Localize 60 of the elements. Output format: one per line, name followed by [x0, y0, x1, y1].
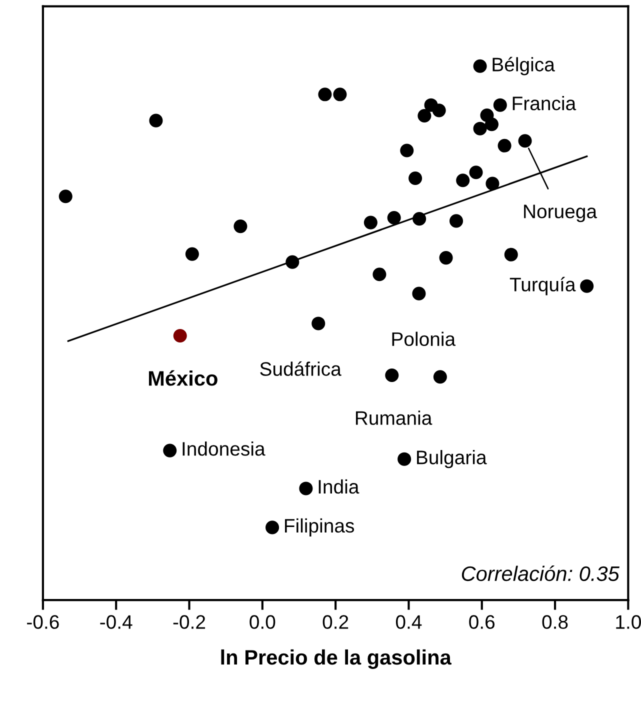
- annotation: Filipinas: [284, 518, 354, 536]
- point: [385, 368, 399, 382]
- point: [518, 134, 532, 148]
- annotation: Turquía: [510, 276, 576, 296]
- annotation: Indonesia: [182, 441, 266, 456]
- point: [473, 59, 487, 73]
- annotation: Polonia: [392, 332, 456, 346]
- point: [580, 279, 594, 293]
- point: [450, 214, 464, 228]
- point: [408, 171, 422, 186]
- point: [504, 248, 518, 262]
- x-tick-label: 1.0: [616, 615, 641, 629]
- point: [387, 210, 401, 225]
- point: [364, 216, 378, 230]
- point: [149, 114, 163, 128]
- annotation: Sudáfrica: [260, 361, 342, 376]
- point: [433, 370, 447, 384]
- point: [333, 88, 347, 102]
- point: [418, 109, 432, 123]
- annotation: Francia: [512, 96, 576, 110]
- x-tick-label: -0.6: [27, 615, 59, 629]
- point: [412, 212, 426, 226]
- point: [473, 122, 487, 136]
- point: [318, 88, 332, 102]
- x-tick-label: 0.0: [250, 615, 276, 629]
- annotation: México: [148, 370, 218, 386]
- point: [398, 452, 412, 466]
- point: [493, 98, 507, 112]
- x-tick-label: 0.2: [322, 615, 348, 629]
- point: [299, 482, 313, 496]
- x-tick-label: -0.4: [100, 615, 132, 629]
- point: [163, 444, 177, 458]
- x-tick-label: -0.2: [173, 615, 206, 629]
- x-tick-label: 0.6: [469, 615, 495, 629]
- annotation: Rumania: [356, 410, 432, 425]
- point: [484, 118, 499, 132]
- x-tick-label: 0.4: [396, 615, 422, 629]
- point: [439, 251, 453, 265]
- x-tick-label: 0.8: [542, 615, 568, 629]
- x-axis-title: ln Precio de la gasolina: [221, 649, 452, 669]
- point: [486, 176, 500, 190]
- annotation: India: [318, 479, 360, 494]
- annotation: Correlación: 0.35: [462, 566, 620, 582]
- point: [312, 316, 326, 330]
- point: [372, 268, 386, 282]
- point: [498, 138, 512, 152]
- annotation: Bélgica: [492, 56, 555, 76]
- point: [185, 247, 199, 261]
- point: [286, 255, 300, 269]
- point: [58, 190, 72, 204]
- point: [456, 174, 470, 188]
- point: [469, 166, 483, 180]
- annotation: Noruega: [524, 204, 598, 222]
- point: [400, 144, 414, 158]
- point: [173, 328, 187, 343]
- point: [234, 220, 248, 234]
- point: [432, 104, 446, 118]
- annotation: Bulgaria: [417, 450, 487, 468]
- point: [412, 286, 426, 300]
- point: [266, 520, 280, 534]
